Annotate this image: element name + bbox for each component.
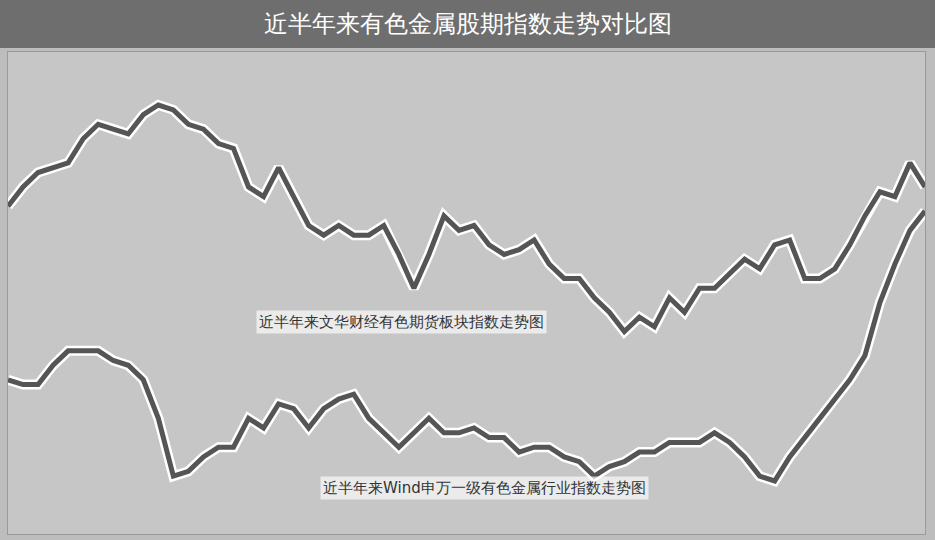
html-text:近半年来有色金属股期指数走势对比图: 近半年来有色金属股期指数走势对比图 [263, 10, 672, 38]
svg-text:近半年来文华财经有色期货板块指数走势图: 近半年来文华财经有色期货板块指数走势图 [259, 313, 544, 331]
svg-text:近半年来Wind申万一级有色金属行业指数走势图: 近半年来Wind申万一级有色金属行业指数走势图 [323, 479, 646, 497]
